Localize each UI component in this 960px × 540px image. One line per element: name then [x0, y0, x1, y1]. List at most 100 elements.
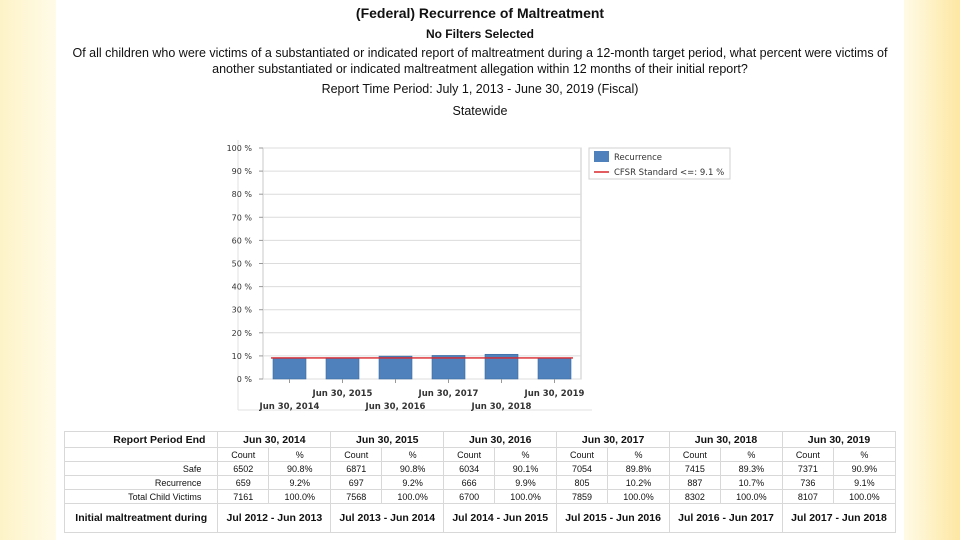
table-header-label: Report Period End — [63, 431, 219, 448]
table-cell: 100.0% — [832, 489, 897, 504]
table-cell: 6871 — [330, 461, 383, 476]
count-subheader: Count — [556, 447, 608, 462]
table-cell: 90.1% — [493, 461, 558, 476]
table-cell: 10.2% — [606, 475, 671, 490]
table-cell: 7054 — [556, 461, 608, 476]
percent-subheader: % — [832, 447, 897, 462]
period-header: Jun 30, 2016 — [443, 431, 558, 448]
table-cell: 8302 — [669, 489, 721, 504]
table-cell: 6502 — [217, 461, 270, 476]
table-cell: 9.1% — [832, 475, 897, 490]
x-tick-label: Jun 30, 2015 — [312, 389, 373, 399]
count-subheader: Count — [217, 447, 270, 462]
y-tick-label: 10 % — [232, 352, 253, 361]
table-cell: 10.7% — [719, 475, 783, 490]
count-subheader: Count — [330, 447, 383, 462]
table-row-recurrence: Recurrence 659 9.2% 697 9.2% 666 9.9% 80… — [63, 475, 897, 490]
bar-recurrence — [537, 357, 572, 380]
table-cell: 697 — [330, 475, 383, 490]
period-header: Jun 30, 2017 — [556, 431, 671, 448]
table-cell: 9.9% — [493, 475, 558, 490]
table-cell: 90.9% — [832, 461, 897, 476]
period-header: Jun 30, 2018 — [669, 431, 783, 448]
y-tick-label: 20 % — [232, 329, 253, 338]
x-tick-label: Jun 30, 2019 — [524, 389, 585, 399]
percent-subheader: % — [493, 447, 558, 462]
footer-cell: Jul 2015 - Jun 2016 — [556, 503, 671, 533]
table-cell: 90.8% — [381, 461, 445, 476]
table-cell: 100.0% — [381, 489, 445, 504]
x-tick-label: Jun 30, 2014 — [259, 402, 320, 412]
percent-subheader: % — [268, 447, 332, 462]
row-label: Recurrence — [63, 475, 219, 490]
table-subheader-row: Count % Count % Count % Count % Count % … — [63, 447, 897, 462]
x-tick-label: Jun 30, 2018 — [471, 402, 532, 412]
count-subheader: Count — [781, 447, 834, 462]
recurrence-chart: 100 % 90 % 80 % 70 % 60 % 50 % 40 % 30 % 20 % 10 … — [227, 140, 731, 412]
table-cell: 659 — [217, 475, 270, 490]
table-footer-row: Initial maltreatment during Jul 2012 - J… — [63, 503, 897, 533]
table-cell: 100.0% — [606, 489, 671, 504]
table-cell: 100.0% — [493, 489, 558, 504]
period-header: Jun 30, 2015 — [330, 431, 445, 448]
bar-recurrence — [378, 355, 413, 380]
bar-recurrence — [431, 355, 466, 380]
y-tick-label: 60 % — [232, 236, 253, 245]
legend-box — [588, 147, 731, 180]
row-label: Safe — [63, 461, 219, 476]
table-cell: 89.3% — [719, 461, 783, 476]
table-cell: 8107 — [781, 489, 834, 504]
y-tick-label: 90 % — [232, 167, 253, 176]
bar-recurrence — [272, 357, 307, 380]
y-tick-label: 30 % — [232, 306, 253, 315]
table-cell: 666 — [443, 475, 495, 490]
table-period-header-row: Report Period End Jun 30, 2014 Jun 30, 2… — [63, 431, 897, 448]
table-cell: 6034 — [443, 461, 495, 476]
footer-label: Initial maltreatment during — [63, 503, 219, 533]
recurrence-table: Report Period End Jun 30, 2014 Jun 30, 2… — [63, 431, 897, 533]
table-cell: 100.0% — [719, 489, 783, 504]
footer-cell: Jul 2013 - Jun 2014 — [330, 503, 445, 533]
y-tick-label: 0 % — [237, 375, 253, 384]
footer-cell: Jul 2017 - Jun 2018 — [781, 503, 897, 533]
table-cell: 805 — [556, 475, 608, 490]
x-tick-label: Jun 30, 2017 — [418, 389, 479, 399]
percent-subheader: % — [719, 447, 783, 462]
period-header: Jun 30, 2019 — [781, 431, 897, 448]
y-tick-label: 70 % — [232, 213, 253, 222]
legend-label-recurrence: Recurrence — [614, 153, 662, 163]
table-cell: 100.0% — [268, 489, 332, 504]
table-cell: 736 — [781, 475, 834, 490]
report-period: Report Time Period: July 1, 2013 - June … — [321, 82, 639, 96]
period-header: Jun 30, 2014 — [217, 431, 332, 448]
table-cell: 9.2% — [381, 475, 445, 490]
table-cell: 89.8% — [606, 461, 671, 476]
count-subheader: Count — [443, 447, 495, 462]
y-tick-label: 80 % — [232, 190, 253, 199]
percent-subheader: % — [606, 447, 671, 462]
table-row-safe: Safe 6502 90.8% 6871 90.8% 6034 90.1% 70… — [63, 461, 897, 476]
footer-cell: Jul 2014 - Jun 2015 — [443, 503, 558, 533]
measure-question: Of all children who were victims of a su… — [72, 46, 888, 76]
filters-label: No Filters Selected — [425, 27, 535, 41]
y-tick-label: 40 % — [232, 283, 253, 292]
empty-cell — [63, 447, 219, 462]
x-tick-label: Jun 30, 2016 — [365, 402, 426, 412]
legend-swatch-recurrence — [594, 151, 609, 162]
report-scope: Statewide — [452, 104, 508, 118]
table-cell: 7859 — [556, 489, 608, 504]
table-cell: 7161 — [217, 489, 270, 504]
bar-recurrence — [325, 357, 360, 380]
count-subheader: Count — [669, 447, 721, 462]
table-cell: 9.2% — [268, 475, 332, 490]
table-cell: 7415 — [669, 461, 721, 476]
row-label: Total Child Victims — [63, 489, 219, 504]
table-cell: 7371 — [781, 461, 834, 476]
footer-cell: Jul 2012 - Jun 2013 — [217, 503, 332, 533]
table-cell: 887 — [669, 475, 721, 490]
table-row-total: Total Child Victims 7161 100.0% 7568 100… — [63, 489, 897, 504]
y-tick-label: 100 % — [227, 144, 253, 153]
table-cell: 6700 — [443, 489, 495, 504]
table-cell: 90.8% — [268, 461, 332, 476]
percent-subheader: % — [381, 447, 445, 462]
